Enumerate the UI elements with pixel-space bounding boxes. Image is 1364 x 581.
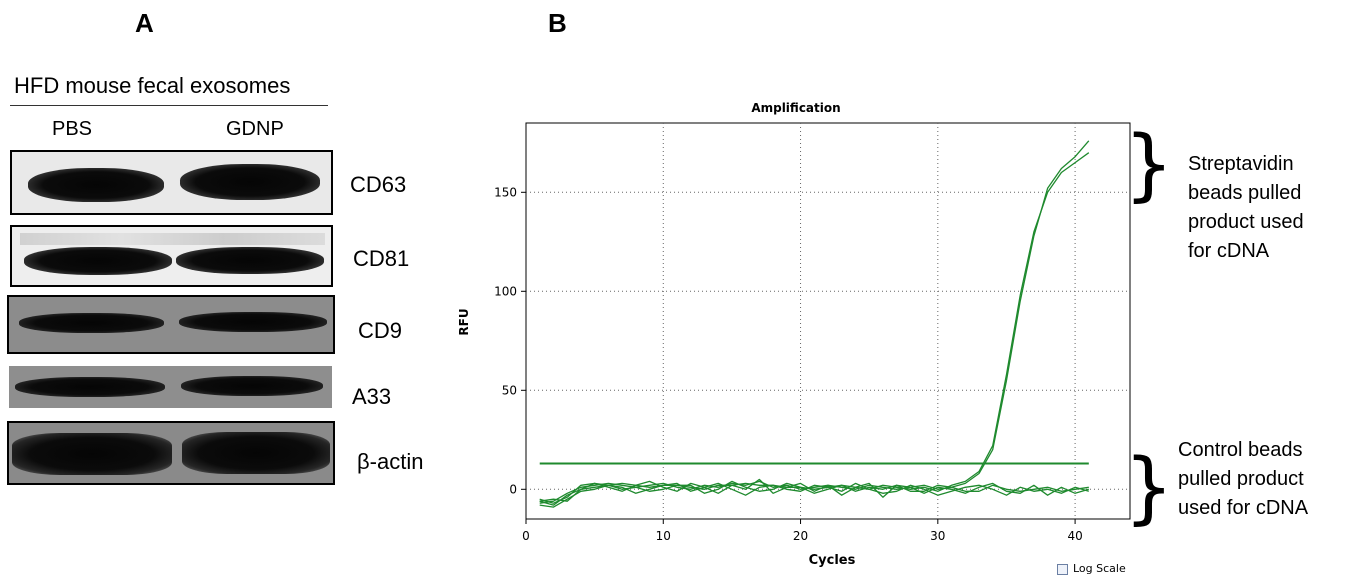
series-line-4 — [539, 482, 1089, 508]
x-tick-label: 20 — [793, 529, 808, 543]
x-tick-label: 30 — [930, 529, 945, 543]
y-tick-label: 0 — [509, 482, 517, 496]
axis-ticks: 0 10 20 30 40 0 50 100 150 — [494, 185, 1083, 543]
annotation-bottom-line-1: Control beads — [1178, 439, 1303, 461]
band-a33-pbs — [15, 377, 165, 397]
band-beta-actin-gdnp — [182, 432, 330, 474]
band-cd9-gdnp — [179, 312, 327, 332]
series-line-1 — [539, 140, 1090, 504]
blot-beta-actin — [7, 421, 335, 485]
series-line-2 — [539, 152, 1090, 506]
panel-a-label: A — [135, 8, 154, 38]
annotation-bottom-line-2: pulled product — [1178, 468, 1304, 490]
y-tick-label: 100 — [494, 284, 517, 298]
brace-top: } — [1124, 120, 1174, 210]
blot-cd81 — [10, 225, 333, 287]
lane-label-gdnp: GDNP — [226, 118, 284, 140]
blot-cd81-smear — [20, 233, 325, 245]
annotation-top-line-4: for cDNA — [1188, 240, 1270, 262]
x-tick-label: 40 — [1067, 529, 1082, 543]
marker-cd9: CD9 — [358, 318, 403, 343]
annotation-control: Control beads pulled product used for cD… — [1178, 436, 1308, 523]
blot-a33 — [9, 366, 332, 408]
log-scale-checkbox[interactable] — [1057, 563, 1068, 575]
annotation-top-line-1: Streptavidin — [1188, 153, 1294, 175]
band-cd9-pbs — [19, 313, 164, 333]
annotation-streptavidin: Streptavidin beads pulled product used f… — [1188, 150, 1304, 266]
x-tick-label: 10 — [656, 529, 671, 543]
annotation-top-line-2: beads pulled — [1188, 182, 1302, 204]
annotation-top-line-3: product used — [1188, 211, 1304, 233]
band-cd81-pbs — [24, 247, 172, 275]
band-beta-actin-pbs — [12, 433, 172, 475]
marker-cd63: CD63 — [350, 172, 407, 197]
series-lines — [539, 140, 1090, 508]
panel-b-label: B — [548, 8, 567, 38]
marker-beta-actin: β-actin — [357, 449, 424, 474]
band-cd63-gdnp — [180, 164, 320, 200]
x-axis-label: Cycles — [809, 553, 856, 568]
y-tick-label: 50 — [502, 383, 517, 397]
plot-area — [525, 122, 1131, 520]
annotation-bottom-line-3: used for cDNA — [1178, 497, 1309, 519]
blot-title: HFD mouse fecal exosomes — [14, 73, 291, 98]
log-scale-label: Log Scale — [1073, 562, 1126, 575]
brace-bottom: } — [1124, 443, 1174, 533]
blot-title-underline — [10, 105, 328, 106]
band-cd81-gdnp — [176, 247, 324, 274]
band-a33-gdnp — [181, 376, 323, 396]
blot-cd63 — [10, 150, 333, 215]
marker-cd81: CD81 — [353, 246, 410, 271]
lane-label-pbs: PBS — [52, 118, 93, 140]
grid-lines — [526, 123, 1130, 519]
log-scale-toggle[interactable]: Log Scale — [1057, 562, 1126, 575]
series-line-5 — [539, 480, 1089, 502]
chart-title: Amplification — [751, 101, 840, 115]
blot-cd9 — [7, 295, 335, 354]
y-tick-label: 150 — [494, 185, 517, 199]
x-tick-label: 0 — [522, 529, 530, 543]
band-cd63-pbs — [28, 168, 164, 202]
marker-a33: A33 — [352, 384, 392, 409]
y-axis-label: RFU — [457, 308, 471, 335]
